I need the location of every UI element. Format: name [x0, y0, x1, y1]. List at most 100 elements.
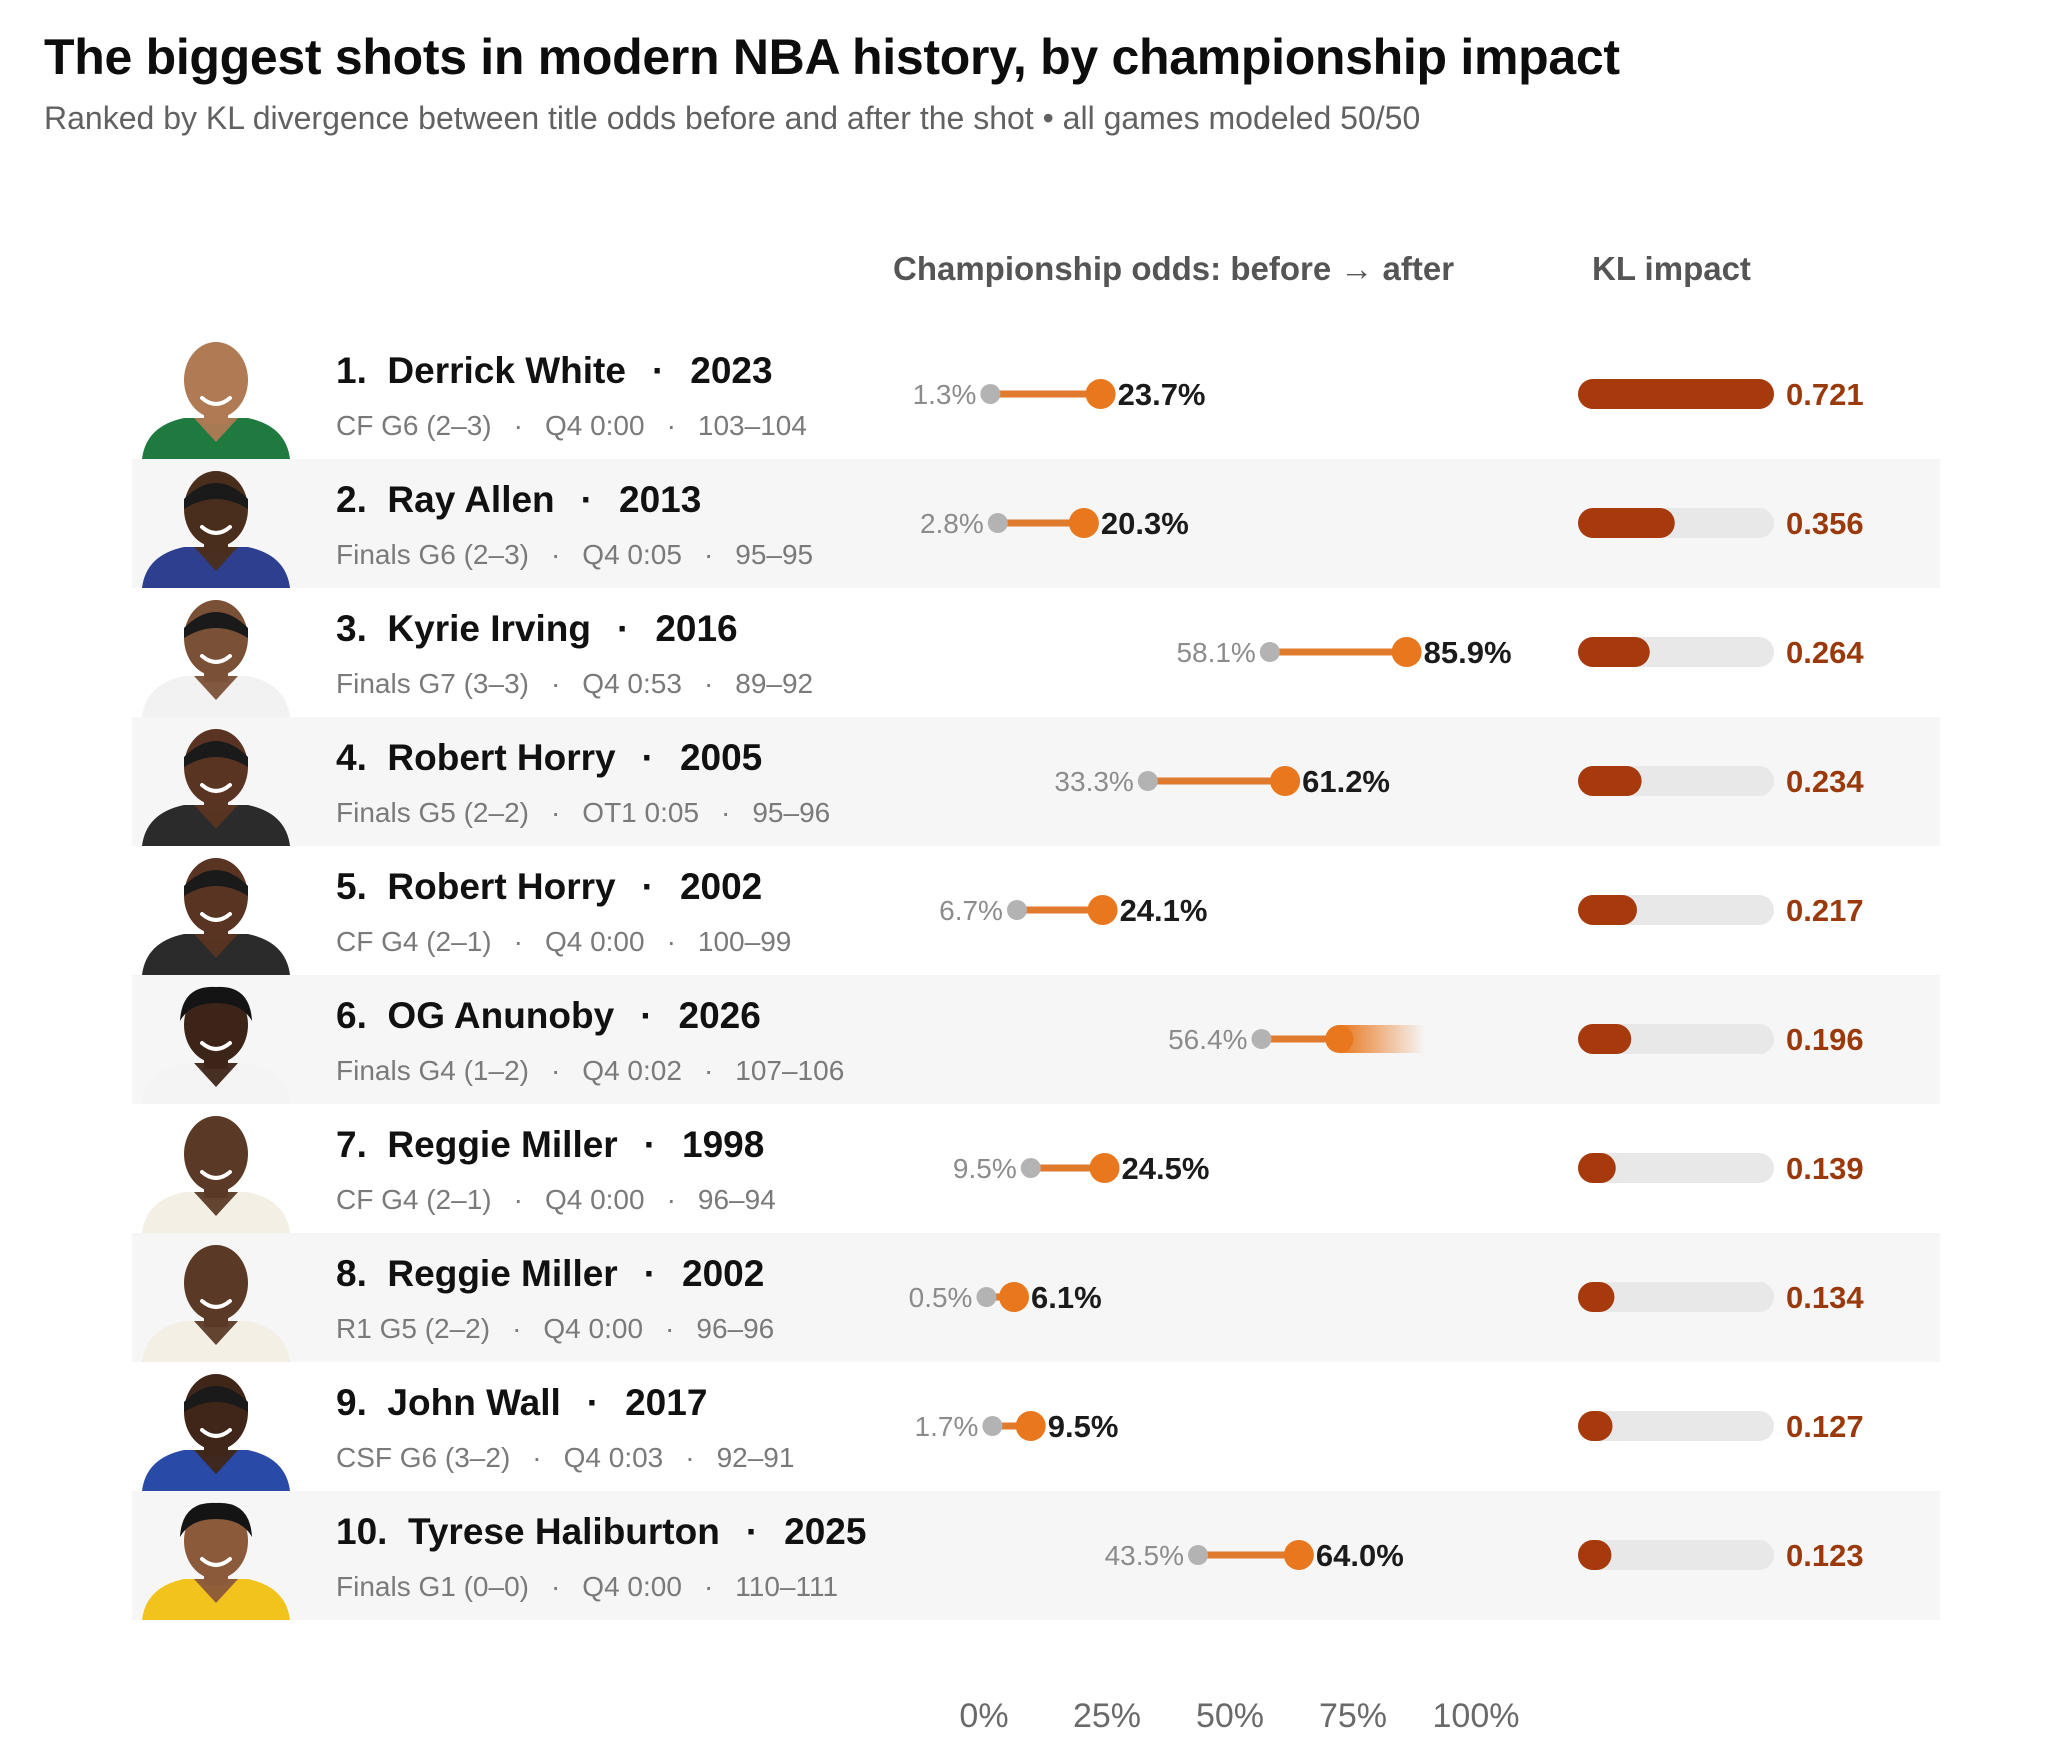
- player-name-line: 9. John Wall · 2017: [336, 1382, 708, 1423]
- shot-year: 2016: [655, 608, 738, 649]
- table-row: 5. Robert Horry · 2002 CF G4 (2–1) · Q4 0:00 ·…: [132, 846, 1940, 975]
- game-clock: Q4 0:03: [563, 1442, 664, 1473]
- player-name: Kyrie Irving: [387, 608, 591, 649]
- rank-number: 8.: [336, 1253, 367, 1294]
- game-detail-line: Finals G7 (3–3) · Q4 0:53 · 89–92: [336, 668, 814, 699]
- table-row: 2. Ray Allen · 2013 Finals G6 (2–3) · Q4 0:05…: [132, 459, 1940, 588]
- game-detail-line: CSF G6 (3–2) · Q4 0:03 · 92–91: [336, 1442, 795, 1473]
- shot-year: 2026: [678, 995, 761, 1036]
- table-row: 8. Reggie Miller · 2002 R1 G5 (2–2) · Q4 0:00…: [132, 1233, 1940, 1362]
- player-photo: [132, 1104, 300, 1233]
- odds-axis-tick-label: 50%: [1195, 1697, 1265, 1735]
- player-name: Derrick White: [387, 350, 626, 391]
- shot-year: 2005: [679, 737, 763, 778]
- player-photo: [132, 717, 300, 846]
- game-series: CF G6 (2–3): [336, 410, 492, 441]
- shot-year: 2023: [690, 350, 773, 391]
- player-photo: [132, 975, 300, 1104]
- player-name-line: 2. Ray Allen · 2013: [336, 479, 702, 520]
- game-detail-line: Finals G4 (1–2) · Q4 0:02 · 107–106: [336, 1055, 845, 1086]
- player-name: Tyrese Haliburton: [408, 1511, 720, 1552]
- game-score: 100–99: [697, 926, 792, 957]
- player-photo: [132, 588, 300, 717]
- chart-subtitle: Ranked by KL divergence between title od…: [44, 100, 1421, 136]
- game-series: R1 G5 (2–2): [336, 1313, 491, 1344]
- game-detail-line: Finals G5 (2–2) · OT1 0:05 · 95–96: [336, 797, 831, 828]
- shot-year: 2025: [784, 1511, 867, 1552]
- player-name: John Wall: [387, 1382, 561, 1423]
- table-row: 3. Kyrie Irving · 2016 Finals G7 (3–3) · Q4 0…: [132, 588, 1940, 717]
- game-detail-line: CF G4 (2–1) · Q4 0:00 · 100–99: [336, 926, 792, 957]
- table-row: 9. John Wall · 2017 CSF G6 (3–2) · Q4 0:03 · 92…: [132, 1362, 1940, 1491]
- game-detail-line: CF G4 (2–1) · Q4 0:00 · 96–94: [336, 1184, 776, 1215]
- player-name-line: 7. Reggie Miller · 1998: [336, 1124, 765, 1165]
- game-clock: Q4 0:02: [582, 1055, 682, 1086]
- rank-number: 1.: [336, 350, 367, 391]
- game-score: 96–96: [696, 1313, 775, 1344]
- player-name-line: 3. Kyrie Irving · 2016: [336, 608, 738, 649]
- player-name-line: 10. Tyrese Haliburton · 2025: [336, 1511, 867, 1552]
- game-series: Finals G6 (2–3): [336, 539, 529, 570]
- player-photo: [132, 330, 300, 459]
- player-name-line: 1. Derrick White · 2023: [336, 350, 773, 391]
- player-name: Ray Allen: [387, 479, 555, 520]
- game-detail-line: Finals G1 (0–0) · Q4 0:00 · 110–111: [336, 1571, 839, 1602]
- game-series: Finals G7 (3–3): [336, 668, 529, 699]
- shot-year: 2002: [682, 1253, 765, 1294]
- player-name: Robert Horry: [387, 737, 616, 778]
- player-photo: [132, 1491, 300, 1620]
- odds-axis-tick-label: 25%: [1072, 1697, 1142, 1735]
- game-score: 95–96: [752, 797, 831, 828]
- game-score: 95–95: [735, 539, 814, 570]
- player-photo: [132, 1233, 300, 1362]
- game-score: 96–94: [697, 1184, 776, 1215]
- game-clock: Q4 0:00: [544, 410, 645, 441]
- odds-axis-tick-label: 100%: [1432, 1697, 1520, 1735]
- game-series: Finals G5 (2–2): [336, 797, 529, 828]
- table-row: 6. OG Anunoby · 2026 Finals G4 (1–2) · Q4 0:0…: [132, 975, 1940, 1104]
- shot-year: 2017: [625, 1382, 708, 1423]
- rank-number: 9.: [336, 1382, 367, 1423]
- player-photo: [132, 846, 300, 975]
- player-name: Robert Horry: [387, 866, 616, 907]
- player-name-line: 8. Reggie Miller · 2002: [336, 1253, 765, 1294]
- game-series: Finals G1 (0–0): [336, 1571, 529, 1602]
- game-clock: OT1 0:05: [582, 797, 700, 828]
- game-series: Finals G4 (1–2): [336, 1055, 529, 1086]
- table-row: 7. Reggie Miller · 1998 CF G4 (2–1) · Q4 0:00…: [132, 1104, 1940, 1233]
- chart-title: The biggest shots in modern NBA history,…: [44, 29, 1620, 85]
- odds-axis-tick-label: 75%: [1318, 1697, 1388, 1735]
- game-clock: Q4 0:00: [544, 1184, 645, 1215]
- table-row: 4. Robert Horry · 2005 Finals G5 (2–2) · OT1 …: [132, 717, 1940, 846]
- player-name-line: 5. Robert Horry · 2002: [336, 866, 763, 907]
- game-series: CF G4 (2–1): [336, 1184, 492, 1215]
- player-name: Reggie Miller: [387, 1253, 618, 1294]
- game-score: 110–111: [735, 1571, 839, 1602]
- game-clock: Q4 0:00: [543, 1313, 644, 1344]
- shot-year: 2013: [619, 479, 702, 520]
- game-clock: Q4 0:53: [582, 668, 682, 699]
- kl-column-header: KL impact: [1592, 250, 1751, 287]
- game-series: CF G4 (2–1): [336, 926, 492, 957]
- rank-number: 10.: [336, 1511, 388, 1552]
- rank-number: 3.: [336, 608, 367, 649]
- player-name: Reggie Miller: [387, 1124, 618, 1165]
- player-name-line: 4. Robert Horry · 2005: [336, 737, 763, 778]
- rank-number: 6.: [336, 995, 367, 1036]
- odds-axis-tick-label: 0%: [959, 1697, 1009, 1735]
- table-row: 10. Tyrese Haliburton · 2025 Finals G1 (0–0…: [132, 1491, 1940, 1620]
- game-clock: Q4 0:00: [582, 1571, 682, 1602]
- game-detail-line: R1 G5 (2–2) · Q4 0:00 · 96–96: [336, 1313, 775, 1344]
- rank-number: 7.: [336, 1124, 367, 1165]
- game-detail-line: CF G6 (2–3) · Q4 0:00 · 103–104: [336, 410, 807, 441]
- odds-column-header: Championship odds: before → after: [893, 250, 1455, 287]
- rank-number: 5.: [336, 866, 367, 907]
- rank-number: 4.: [336, 737, 367, 778]
- table-row: 1. Derrick White · 2023 CF G6 (2–3) · Q4 0:00…: [132, 330, 1940, 459]
- game-clock: Q4 0:00: [544, 926, 645, 957]
- shot-year: 1998: [682, 1124, 765, 1165]
- shot-year: 2002: [679, 866, 763, 907]
- player-photo: [132, 1362, 300, 1491]
- game-score: 103–104: [697, 410, 807, 441]
